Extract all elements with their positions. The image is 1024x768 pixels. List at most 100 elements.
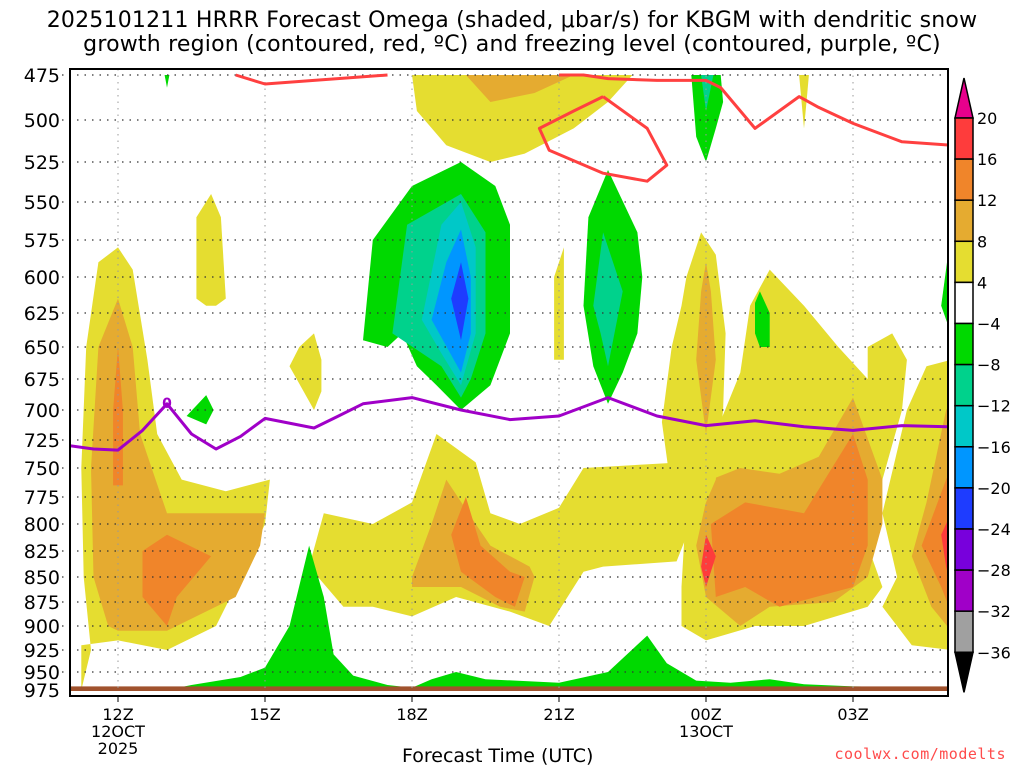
omega-shading-layer — [81, 75, 948, 690]
colorbar-bin — [954, 528, 974, 571]
y-tick-label: 500 — [24, 110, 60, 132]
colorbar-tick-label: −20 — [977, 479, 1011, 498]
x-tick-date-label: 13OCT — [679, 722, 733, 741]
omega-region-green-surface — [167, 545, 948, 690]
omega-region-orange2-right-edge — [921, 475, 948, 605]
freezing-level-label: 0 — [162, 396, 172, 412]
colorbar-bin — [954, 610, 974, 654]
colorbar-max-arrow — [954, 77, 974, 119]
omega-region-green-small-01z — [755, 291, 770, 347]
y-tick-label: 725 — [24, 430, 60, 452]
contour-dendritic-snow-growth-loop — [537, 95, 669, 183]
chart-title-line-2: growth region (contoured, red, ºC) and f… — [83, 32, 941, 57]
x-tick-label: 18Z — [396, 705, 427, 724]
y-tick-label: 525 — [24, 152, 60, 174]
omega-region-orange1-upper-center — [465, 75, 574, 102]
omega-region-green-right-edge-mid — [941, 254, 948, 325]
y-tick-label: 750 — [24, 458, 60, 480]
colorbar-bin — [954, 281, 974, 325]
credit-link[interactable]: coolwx.com/modelts — [834, 745, 1006, 763]
colorbar-legend: 20 16 12 8 4 −4 −8 −12 −16 −20 −24 −28 −32 −36 — [954, 77, 1011, 693]
y-tick-label: 875 — [24, 592, 60, 614]
y-tick-label: 850 — [24, 567, 60, 589]
y-tick-label: 650 — [24, 337, 60, 359]
omega-region-yellow-center — [309, 434, 692, 626]
y-tick-label: 550 — [24, 192, 60, 214]
colorbar-tick-label: −4 — [977, 315, 1001, 334]
colorbar-bin — [954, 446, 974, 489]
y-tick-label: 675 — [24, 369, 60, 391]
omega-region-red-right-mid — [701, 534, 716, 587]
y-tick-label: 475 — [24, 65, 60, 87]
colorbar-bin — [954, 240, 974, 284]
omega-region-yellow-small-15z — [289, 333, 322, 410]
colorbar-bin — [954, 158, 974, 201]
contour-dendritic-snow-growth-top — [559, 73, 948, 147]
colorbar-tick-label: −36 — [977, 643, 1011, 662]
omega-region-teal-22z — [593, 232, 623, 367]
colorbar-tick-label: 4 — [977, 273, 987, 292]
contour-layer: 0 — [70, 73, 948, 452]
omega-region-orange2-right-mid — [710, 434, 868, 607]
colorbar-tick-label: −28 — [977, 561, 1011, 580]
y-axis: 475 500 525 550 575 600 625 650 675 700 725 750 775 8… — [24, 65, 60, 702]
x-tick-label: 21Z — [543, 705, 574, 724]
x-tick-label: 00Z — [690, 705, 721, 724]
y-tick-label: 900 — [24, 616, 60, 638]
colorbar-tick-label: −32 — [977, 602, 1011, 621]
y-tick-label: 700 — [24, 400, 60, 422]
contour-dendritic-snow-growth-upper — [235, 73, 388, 86]
omega-region-yellow-upper-center — [412, 75, 633, 162]
omega-region-green-small-13z — [186, 395, 214, 425]
y-tick-label: 950 — [24, 662, 60, 684]
y-tick-label: 925 — [24, 640, 60, 662]
omega-region-green-top-00z — [691, 75, 724, 162]
omega-region-darkblue-big-18z — [451, 262, 469, 341]
colorbar-bin — [954, 322, 974, 366]
chart-title-line-1: 2025101211 HRRR Forecast Omega (shaded, … — [46, 8, 978, 33]
colorbar-bin — [954, 199, 974, 243]
omega-region-red-right-edge — [941, 519, 948, 575]
plot-frame — [69, 68, 949, 697]
omega-region-orange2-center — [451, 497, 525, 607]
contour-freezing-level — [70, 396, 948, 452]
x-tick-label: 15Z — [249, 705, 280, 724]
omega-region-orange2-left-blob — [142, 534, 212, 626]
omega-region-yellow-top-right-sliver — [799, 75, 809, 129]
omega-region-orange1-mid-spike — [696, 262, 716, 434]
colorbar-tick-label: −16 — [977, 438, 1011, 457]
colorbar-tick-label: 20 — [977, 109, 997, 128]
y-tick-label: 975 — [24, 680, 60, 702]
surface-band-layer — [70, 686, 948, 691]
x-tick-year-label: 2025 — [98, 739, 139, 758]
grid-layer — [62, 69, 948, 690]
colorbar-tick-label: 16 — [977, 150, 997, 169]
colorbar-tick-label: −12 — [977, 397, 1011, 416]
y-tick-label: 575 — [24, 230, 60, 252]
y-tick-label: 825 — [24, 541, 60, 563]
x-tick-label: 03Z — [837, 705, 868, 724]
colorbar-tick-label: −24 — [977, 520, 1011, 539]
colorbar-bin — [954, 569, 974, 612]
y-tick-label: 625 — [24, 303, 60, 325]
x-axis-title: Forecast Time (UTC) — [402, 745, 594, 767]
omega-region-green-small-top-13z — [164, 75, 170, 88]
x-tick-label: 12Z — [102, 705, 133, 724]
colorbar-tick-label: 8 — [977, 232, 987, 251]
y-tick-label: 775 — [24, 487, 60, 509]
colorbar-min-arrow — [954, 651, 974, 693]
surface-ground-band — [70, 686, 948, 691]
colorbar-bin — [954, 487, 974, 530]
omega-region-yellow-small-14z — [196, 194, 226, 306]
colorbar-bin — [954, 117, 974, 160]
colorbar-tick-label: −8 — [977, 356, 1001, 375]
omega-region-orange1-left-column — [91, 298, 265, 631]
colorbar-bin — [954, 404, 974, 448]
y-tick-label: 800 — [24, 514, 60, 536]
y-tick-label: 600 — [24, 267, 60, 289]
x-tick-date-label: 12OCT — [91, 722, 145, 741]
colorbar-tick-label: 12 — [977, 191, 997, 210]
colorbar-bin — [954, 363, 974, 407]
